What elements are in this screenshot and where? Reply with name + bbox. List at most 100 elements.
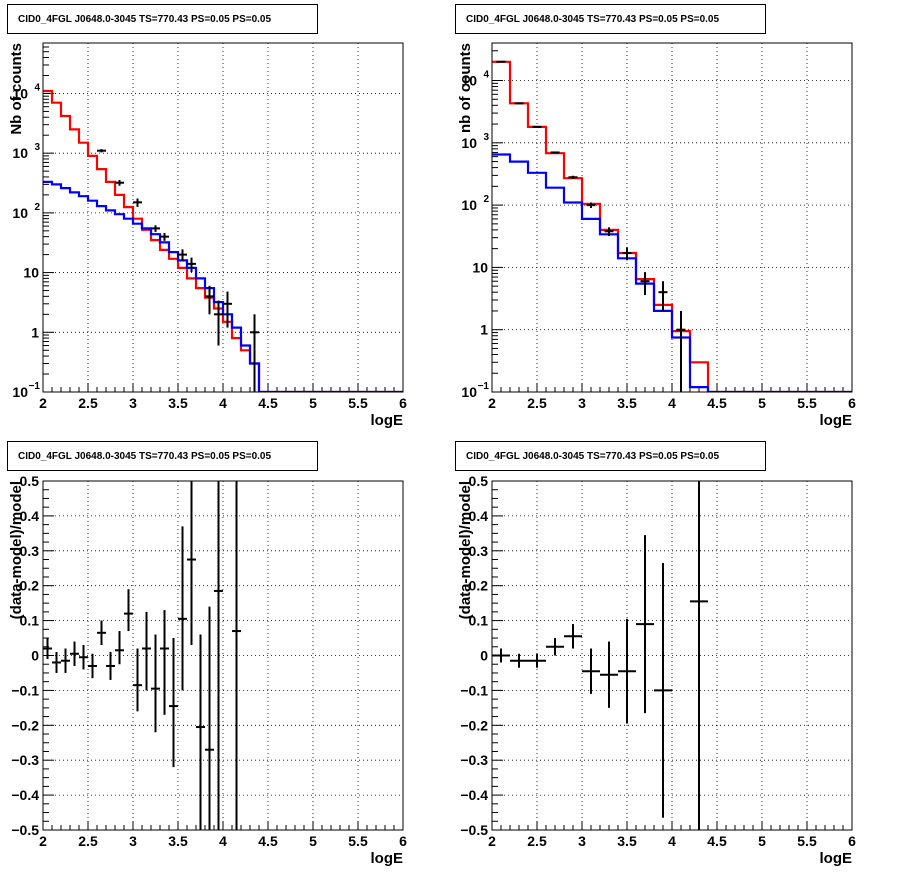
y-tick-label: 10 bbox=[23, 265, 39, 281]
y-axis-title: (data-model)/model bbox=[457, 481, 474, 619]
x-tick-label: 3 bbox=[129, 833, 137, 849]
x-tick-label: 3.5 bbox=[617, 395, 637, 411]
x-tick-label: 2.5 bbox=[527, 833, 547, 849]
y-tick-label: 10 bbox=[12, 85, 28, 101]
data-point bbox=[640, 272, 650, 296]
data-point bbox=[618, 618, 636, 724]
y-tick-exponent: 4 bbox=[483, 70, 489, 81]
data-point bbox=[97, 149, 106, 153]
y-tick-label: 1 bbox=[31, 324, 39, 340]
y-tick-label: −0.1 bbox=[11, 682, 39, 698]
data-point bbox=[106, 652, 115, 680]
data-point bbox=[115, 180, 124, 186]
x-tick-label: 3 bbox=[578, 395, 586, 411]
x-tick-label: 4 bbox=[219, 833, 227, 849]
x-tick-label: 5.5 bbox=[797, 833, 817, 849]
data-point bbox=[514, 102, 524, 105]
series-line-0 bbox=[43, 89, 403, 392]
data-point bbox=[160, 610, 169, 715]
x-tick-label: 5.5 bbox=[348, 833, 368, 849]
data-point bbox=[115, 631, 124, 665]
y-tick-label: −0.2 bbox=[460, 717, 488, 733]
series-line-1 bbox=[43, 180, 403, 392]
data-point bbox=[205, 606, 214, 830]
x-tick-label: 4.5 bbox=[258, 833, 278, 849]
data-point bbox=[97, 620, 106, 646]
x-tick-label: 3 bbox=[578, 833, 586, 849]
x-tick-label: 3.5 bbox=[168, 833, 188, 849]
y-tick-label: 10 bbox=[461, 197, 477, 213]
y-tick-label: 10 bbox=[461, 384, 477, 400]
data-point bbox=[196, 634, 205, 830]
x-tick-label: 3.5 bbox=[617, 833, 637, 849]
y-tick-label: −0.5 bbox=[460, 822, 488, 838]
x-tick-label: 5 bbox=[309, 833, 317, 849]
x-tick-label: 6 bbox=[848, 395, 856, 411]
title-top-left: CID0_4FGL J0648.0-3045 TS=770.43 PS=0.05… bbox=[7, 4, 318, 34]
data-point bbox=[214, 300, 223, 346]
x-tick-label: 6 bbox=[848, 833, 856, 849]
data-point bbox=[510, 653, 528, 668]
panel-3: 2 2.5 3 3.5 4 4.5 5 5.5 6 −0.5 −0.4 −0.3 −0.2 −0.1 0 0.… bbox=[457, 473, 856, 867]
title-bottom-right: CID0_4FGL J0648.0-3045 TS=770.43 PS=0.05… bbox=[455, 441, 766, 471]
data-point bbox=[52, 652, 61, 673]
y-tick-label: 0.5 bbox=[20, 473, 40, 489]
data-point bbox=[160, 233, 169, 241]
x-tick-label: 2.5 bbox=[78, 395, 98, 411]
x-axis-title: logE bbox=[371, 850, 404, 867]
data-point bbox=[43, 638, 52, 659]
y-tick-label: 10 bbox=[12, 145, 28, 161]
y-tick-label: 0.2 bbox=[20, 578, 40, 594]
data-point bbox=[568, 175, 578, 179]
x-tick-label: 5.5 bbox=[348, 395, 368, 411]
data-point bbox=[676, 310, 686, 392]
y-tick-label: 10 bbox=[12, 205, 28, 221]
title-bottom-left: CID0_4FGL J0648.0-3045 TS=770.43 PS=0.05… bbox=[7, 441, 318, 471]
data-point bbox=[528, 653, 546, 668]
x-tick-label: 5 bbox=[309, 395, 317, 411]
data-point bbox=[658, 281, 668, 311]
x-tick-label: 6 bbox=[399, 833, 407, 849]
data-point bbox=[133, 198, 142, 207]
data-point bbox=[79, 645, 88, 670]
data-point bbox=[550, 151, 560, 154]
y-tick-label: −0.3 bbox=[11, 752, 39, 768]
y-tick-label: 10 bbox=[461, 73, 477, 89]
y-tick-label: 0.1 bbox=[20, 613, 40, 629]
y-tick-label: −0.5 bbox=[11, 822, 39, 838]
y-axis-title: (data-model)/model bbox=[8, 481, 25, 619]
y-tick-exponent: 4 bbox=[34, 82, 40, 93]
y-tick-label: 10 bbox=[461, 135, 477, 151]
data-point bbox=[124, 589, 133, 632]
y-tick-label: 0 bbox=[480, 648, 488, 664]
data-point bbox=[654, 563, 672, 818]
y-tick-exponent: 2 bbox=[34, 202, 40, 213]
x-tick-label: 3 bbox=[129, 395, 137, 411]
data-point bbox=[205, 285, 214, 315]
y-tick-label: 1 bbox=[480, 322, 488, 338]
data-point bbox=[586, 202, 596, 208]
y-tick-label: 0.3 bbox=[469, 543, 489, 559]
plot-frame bbox=[491, 42, 853, 393]
data-point bbox=[564, 624, 582, 649]
plot-frame bbox=[491, 480, 853, 831]
y-tick-label: −0.4 bbox=[460, 787, 488, 803]
data-point bbox=[232, 481, 241, 830]
plot-frame bbox=[42, 42, 404, 393]
y-tick-label: −0.1 bbox=[460, 682, 488, 698]
x-tick-label: 2 bbox=[39, 833, 47, 849]
y-tick-exponent: −1 bbox=[29, 381, 41, 392]
data-point bbox=[151, 634, 160, 733]
y-tick-label: 10 bbox=[12, 384, 28, 400]
plot-frame bbox=[42, 480, 404, 831]
data-point bbox=[250, 314, 259, 392]
y-tick-exponent: 2 bbox=[483, 194, 489, 205]
y-tick-label: 0.2 bbox=[469, 578, 489, 594]
series-line-1 bbox=[492, 153, 852, 392]
x-tick-label: 4.5 bbox=[707, 395, 727, 411]
data-point bbox=[546, 638, 564, 656]
y-tick-exponent: 3 bbox=[34, 142, 40, 153]
data-point bbox=[151, 225, 160, 232]
